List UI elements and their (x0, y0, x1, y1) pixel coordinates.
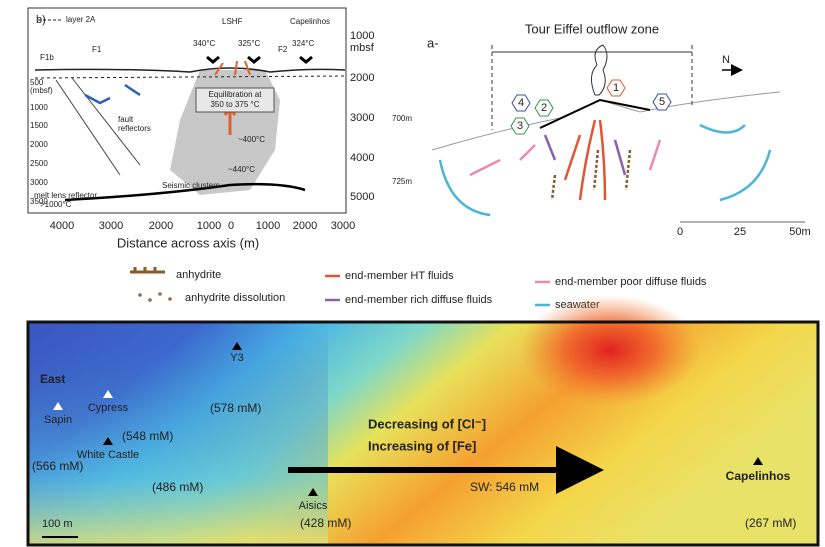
note: 350 to 375 °C (210, 100, 259, 109)
temperature: 325°C (238, 39, 261, 48)
concentration: (486 mM) (152, 480, 203, 494)
panel-a: 1 2 3 4 5 a- Tour Eiffel outflow zone N … (392, 21, 811, 237)
bathymetry-shade (28, 322, 328, 545)
seafloor (35, 68, 345, 72)
note: reflectors (118, 124, 151, 133)
right-axis: 5000 (350, 191, 374, 203)
north: N (722, 54, 730, 66)
site: 4 (518, 97, 524, 109)
left-axis: (mbsf) (30, 86, 53, 95)
high-zone (520, 295, 700, 405)
temperature: ~400°C (238, 135, 265, 144)
title: Tour Eiffel outflow zone (525, 21, 659, 36)
trend: Decreasing of [Cl⁻] (368, 416, 486, 431)
right-axis: 3000 (350, 112, 374, 124)
scale-label: 0 (677, 226, 683, 238)
map: East Y3 Cypress Sapin White Castle Aisic… (28, 295, 818, 545)
x-tick-label: 3000 (99, 220, 123, 232)
right-axis: 1000 (350, 30, 374, 42)
right-axis: 4000 (350, 152, 374, 164)
temperature: 340°C (193, 39, 216, 48)
note: fault (118, 115, 134, 124)
vent (207, 57, 312, 62)
x-tick-label: 1000 (197, 220, 221, 232)
legend-text: anhydrite dissolution (185, 292, 285, 304)
legend-text: end-member poor diffuse fluids (555, 276, 707, 288)
panel-b: b) layer 2A LSHF Capelinhos F1b F1 F2 34… (28, 8, 375, 250)
site: Y3 (230, 352, 243, 364)
x-tick-label: 1000 (256, 220, 280, 232)
site: Sapin (44, 414, 72, 426)
site-markers (511, 80, 671, 134)
temperature: 324°C (292, 39, 315, 48)
trend: Increasing of [Fe] (368, 438, 476, 453)
concentration: (267 mM) (745, 516, 796, 530)
x-tick-label: 4000 (50, 220, 74, 232)
seawater: SW: 546 mM (470, 480, 539, 494)
right-axis: 2000 (350, 72, 374, 84)
legend-text: anhydrite (176, 269, 221, 281)
left-axis: 1500 (30, 121, 48, 130)
legend-text: layer 2A (66, 15, 96, 24)
fault-label: F1b (40, 53, 54, 62)
site: 2 (541, 102, 547, 114)
concentration: (428 mM) (300, 516, 351, 530)
scale-label: 50m (789, 226, 810, 238)
legend-text: end-member rich diffuse fluids (345, 294, 493, 306)
site: Cypress (88, 402, 129, 414)
x-axis-title: Distance across axis (m) (117, 235, 259, 250)
left-axis: 2500 (30, 159, 48, 168)
left-axis: 1000 (30, 103, 48, 112)
fault-label: F2 (278, 45, 288, 54)
x-tick-label: 2000 (293, 220, 317, 232)
concentration: (566 mM) (32, 459, 83, 473)
scale-label: 25 (734, 226, 746, 238)
fault-label: F1 (92, 45, 102, 54)
legend-text: end-member HT fluids (345, 270, 454, 282)
x-tick-label: 3000 (331, 220, 355, 232)
site: 5 (659, 96, 665, 108)
concentration: (548 mM) (122, 429, 173, 443)
site: LSHF (222, 17, 243, 26)
region: East (40, 372, 65, 386)
depth: 700m (392, 114, 412, 123)
depth: 725m (392, 177, 412, 186)
left-axis: 3000 (30, 178, 48, 187)
site: White Castle (77, 449, 139, 461)
scale-label: 100 m (42, 518, 73, 530)
site: Aisics (299, 500, 328, 512)
x-tick-label: 0 (228, 220, 234, 232)
figure: b) layer 2A LSHF Capelinhos F1b F1 F2 34… (0, 0, 825, 547)
concentration: (578 mM) (210, 401, 261, 415)
flow-arrow (125, 85, 140, 95)
site: Capelinhos (290, 17, 330, 26)
left-axis: 3500 (30, 197, 48, 206)
note: Equilibration at (209, 90, 263, 99)
note: Seismic clusters (162, 181, 220, 190)
right-axis: mbsf (350, 42, 375, 54)
site: 1 (613, 82, 619, 94)
x-tick-label: 2000 (149, 220, 173, 232)
left-axis: 2000 (30, 140, 48, 149)
panel-label: b) (36, 14, 46, 26)
temperature: ~440°C (228, 165, 255, 174)
site: 3 (517, 120, 523, 132)
panel-label: a- (427, 35, 439, 50)
layer-line (35, 76, 345, 78)
site: Capelinhos (726, 469, 791, 483)
